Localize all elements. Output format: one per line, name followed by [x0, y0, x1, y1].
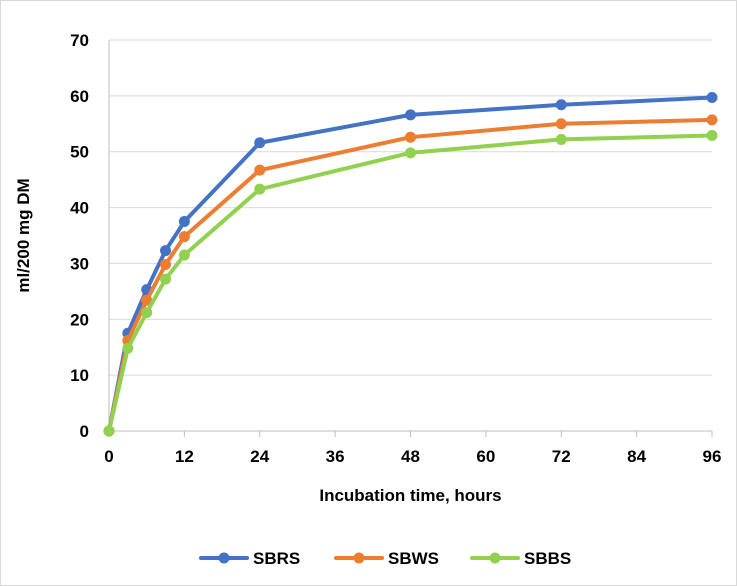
x-tick-label: 0 — [104, 447, 113, 466]
legend-item-sbws: SBWS — [334, 549, 439, 568]
legend: SBRS SBWS SBBS — [199, 549, 571, 568]
legend-label: SBRS — [253, 549, 300, 568]
data-point — [254, 164, 266, 176]
legend-swatch-marker — [489, 552, 501, 564]
y-tick-label: 50 — [70, 143, 89, 162]
legend-label: SBWS — [388, 549, 439, 568]
data-point — [706, 130, 718, 142]
x-tick-label: 72 — [552, 447, 571, 466]
x-tick-label: 84 — [627, 447, 646, 466]
y-tick-label: 30 — [70, 254, 89, 273]
data-point — [160, 245, 172, 257]
data-point — [178, 216, 190, 228]
data-point — [160, 273, 172, 285]
x-tick-label: 24 — [250, 447, 269, 466]
data-point — [254, 137, 266, 149]
y-tick-label: 40 — [70, 199, 89, 218]
data-point — [103, 425, 115, 437]
y-tick-label: 70 — [70, 31, 89, 50]
legend-item-sbrs: SBRS — [199, 549, 300, 568]
data-point — [405, 109, 416, 121]
y-tick-label: 0 — [80, 422, 89, 441]
series-line — [107, 117, 714, 433]
y-tick-label: 60 — [70, 87, 89, 106]
data-point — [706, 114, 718, 126]
series-lines — [103, 92, 718, 437]
legend-label: SBBS — [524, 549, 571, 568]
tick-labels: 0 12 24 36 48 60 72 84 96 0 10 20 30 40 50 60 70 — [70, 31, 721, 466]
data-point — [122, 342, 134, 354]
y-tick-label: 20 — [70, 310, 89, 329]
x-tick-label: 48 — [401, 447, 420, 466]
series-sbbs — [103, 130, 718, 437]
axes — [108, 40, 713, 437]
x-tick-label: 36 — [326, 447, 345, 466]
data-point — [405, 131, 416, 143]
data-point — [555, 133, 567, 145]
data-point — [405, 147, 416, 159]
data-point — [555, 118, 567, 130]
data-point — [160, 259, 172, 271]
data-point — [706, 92, 718, 104]
x-axis-title: Incubation time, hours — [319, 486, 501, 505]
legend-swatch-marker — [218, 552, 230, 564]
data-point — [555, 99, 567, 111]
data-point — [178, 249, 190, 261]
data-point — [254, 183, 266, 195]
y-tick-label: 10 — [70, 366, 89, 385]
y-axis-title: ml/200 mg DM — [14, 178, 33, 292]
data-point — [141, 294, 153, 306]
x-tick-label: 12 — [175, 447, 194, 466]
data-point — [141, 307, 153, 319]
series-sbws — [103, 114, 718, 437]
data-point — [178, 231, 190, 243]
series-sbrs — [103, 92, 718, 437]
series-line — [107, 133, 714, 433]
x-tick-label: 96 — [703, 447, 722, 466]
x-tick-label: 60 — [476, 447, 495, 466]
legend-swatch-marker — [353, 552, 365, 564]
legend-item-sbbs: SBBS — [470, 549, 571, 568]
